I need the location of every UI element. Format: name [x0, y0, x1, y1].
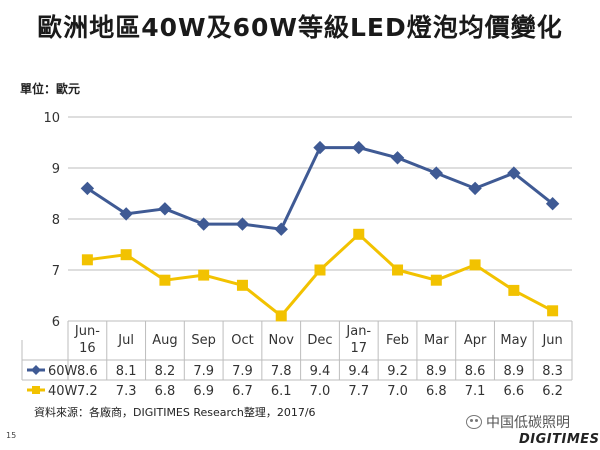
table-value-60W: 8.6	[465, 364, 486, 379]
table-value-40W: 6.2	[542, 384, 563, 399]
x-tick-label: Nov	[269, 333, 295, 348]
data-point-40W	[469, 259, 481, 271]
table-value-60W: 8.3	[542, 364, 563, 379]
data-point-40W	[314, 264, 326, 276]
table-value-60W: 8.9	[504, 364, 525, 379]
y-tick-label: 9	[52, 162, 60, 177]
table-value-40W: 7.1	[465, 384, 486, 399]
y-tick-label: 8	[52, 213, 60, 228]
y-tick-label: 6	[52, 315, 60, 330]
data-point-40W	[392, 264, 404, 276]
table-value-40W: 7.3	[116, 384, 137, 399]
data-point-60W	[119, 207, 133, 221]
legend-marker-60W	[31, 365, 41, 375]
x-tick-label: Oct	[231, 333, 253, 348]
data-point-40W	[198, 269, 210, 281]
y-tick-label: 10	[43, 111, 60, 126]
legend-label-40W: 40W	[48, 384, 78, 399]
table-value-40W: 6.1	[271, 384, 292, 399]
data-point-60W	[429, 166, 444, 180]
x-tick-label: 17	[350, 341, 367, 356]
legend-marker-40W	[32, 386, 40, 394]
data-point-40W	[81, 254, 93, 266]
x-tick-label: Sep	[191, 333, 216, 348]
data-point-60W	[468, 181, 482, 196]
data-point-60W	[196, 217, 211, 231]
table-value-40W: 7.0	[387, 384, 408, 399]
data-point-60W	[80, 181, 95, 196]
table-value-40W: 6.8	[426, 384, 447, 399]
table-value-60W: 9.4	[310, 364, 331, 379]
data-point-40W	[430, 274, 442, 286]
watermark: 中国低碳照明	[466, 412, 570, 432]
table-value-60W: 9.4	[348, 364, 369, 379]
x-tick-label: Aug	[152, 333, 177, 348]
watermark-text: 中国低碳照明	[486, 415, 570, 431]
y-tick-label: 7	[52, 264, 60, 279]
data-point-40W	[236, 279, 248, 291]
source-note: 資料來源：各廠商，DIGITIMES Research整理，2017/6	[34, 406, 316, 419]
table-value-40W: 7.2	[77, 384, 98, 399]
table-value-60W: 8.2	[155, 364, 176, 379]
data-point-60W	[507, 166, 521, 180]
data-point-40W	[120, 249, 132, 261]
table-value-60W: 9.2	[387, 364, 408, 379]
data-point-40W	[353, 228, 365, 240]
data-point-40W	[547, 305, 559, 317]
digitimes-logo: DIGITIMES	[519, 432, 600, 447]
table-value-40W: 6.8	[155, 384, 176, 399]
x-tick-label: Jan-	[345, 324, 371, 339]
series-line-60W	[86, 146, 554, 231]
x-tick-label: Jun	[541, 333, 562, 348]
data-point-60W	[274, 222, 288, 236]
chart-title: 歐洲地區40W及60W等級LED燈泡均價變化	[37, 13, 563, 42]
x-tick-label: Mar	[424, 333, 449, 348]
table-value-40W: 6.9	[193, 384, 214, 399]
x-tick-label: Jul	[117, 333, 134, 348]
data-point-60W	[313, 140, 327, 155]
table-value-40W: 6.7	[232, 384, 253, 399]
x-tick-label: Jun-	[74, 324, 100, 339]
data-point-40W	[159, 274, 171, 286]
table-value-60W: 7.8	[271, 364, 292, 379]
table-value-60W: 7.9	[232, 364, 253, 379]
x-tick-label: May	[500, 333, 527, 348]
x-tick-label: Feb	[386, 333, 409, 348]
data-point-40W	[508, 284, 520, 296]
table-value-60W: 7.9	[193, 364, 214, 379]
table-value-40W: 7.0	[310, 384, 331, 399]
table-value-60W: 8.6	[77, 364, 98, 379]
line-chart: 6 7 8 9 10 Jun- 16 Jul Aug Sep Oct Nov Dec Jan- 17 Feb M…	[21, 111, 573, 399]
legend-label-60W: 60W	[48, 364, 78, 379]
data-point-60W	[545, 196, 560, 211]
table-value-60W: 8.9	[426, 364, 447, 379]
x-tick-label: Apr	[464, 333, 487, 348]
table-value-60W: 8.1	[116, 364, 137, 379]
x-tick-label: Dec	[307, 333, 332, 348]
x-tick-label: 16	[79, 341, 96, 356]
table-value-40W: 6.6	[504, 384, 525, 399]
data-point-60W	[158, 202, 172, 216]
table-value-40W: 7.7	[348, 384, 369, 399]
data-point-40W	[275, 310, 287, 322]
data-point-60W	[352, 140, 366, 155]
unit-label: 單位：歐元	[20, 82, 81, 96]
data-point-60W	[235, 217, 250, 231]
chat-bubble-icon	[466, 415, 482, 429]
page-number: 15	[6, 431, 17, 440]
data-point-60W	[390, 151, 405, 165]
